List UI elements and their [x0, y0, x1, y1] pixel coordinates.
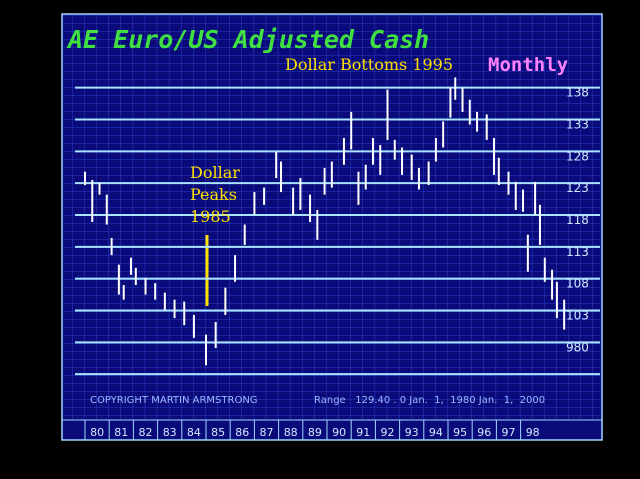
- x-tick-label: 90: [332, 426, 346, 439]
- y-tick-label: 113: [566, 245, 589, 259]
- y-tick-label: 128: [566, 149, 589, 163]
- x-tick-label: 84: [187, 426, 201, 439]
- y-tick-label: 123: [566, 181, 589, 195]
- y-tick-label: 133: [566, 118, 589, 132]
- x-tick-label: 87: [260, 426, 274, 439]
- x-tick-label: 93: [405, 426, 419, 439]
- fine-grid: [63, 15, 601, 419]
- x-tick-label: 85: [211, 426, 225, 439]
- y-tick-label: 108: [566, 277, 589, 291]
- annotation: Peaks: [190, 185, 237, 204]
- x-tick-label: 94: [429, 426, 443, 439]
- x-tick-label: 91: [356, 426, 370, 439]
- x-tick-label: 88: [284, 426, 298, 439]
- copyright: COPYRIGHT MARTIN ARMSTRONG: [90, 395, 258, 406]
- x-tick-label: 80: [90, 426, 104, 439]
- x-tick-label: 81: [114, 426, 128, 439]
- annotation: Dollar Bottoms 1995: [285, 55, 453, 74]
- x-tick-label: 83: [163, 426, 177, 439]
- y-tick-label: 118: [566, 213, 589, 227]
- x-tick-label: 97: [502, 426, 516, 439]
- y-tick-label: 103: [566, 309, 589, 323]
- annotation: Dollar: [190, 163, 240, 182]
- x-tick-label: 98: [526, 426, 540, 439]
- x-tick-label: 86: [235, 426, 249, 439]
- range-note: Range 129.40 . 0 Jan. 1, 1980 Jan. 1, 20…: [314, 395, 545, 406]
- x-tick-label: 96: [477, 426, 491, 439]
- x-tick-label: 89: [308, 426, 322, 439]
- x-tick-label: 92: [381, 426, 395, 439]
- y-tick-label: 138: [566, 86, 589, 100]
- annotation: 1985: [190, 207, 231, 226]
- chart-subtitle: Monthly: [488, 54, 568, 76]
- x-tick-label: 95: [453, 426, 467, 439]
- y-tick-label: 980: [566, 340, 589, 354]
- x-tick-label: 82: [139, 426, 153, 439]
- chart-title: AE Euro/US Adjusted Cash: [66, 25, 429, 54]
